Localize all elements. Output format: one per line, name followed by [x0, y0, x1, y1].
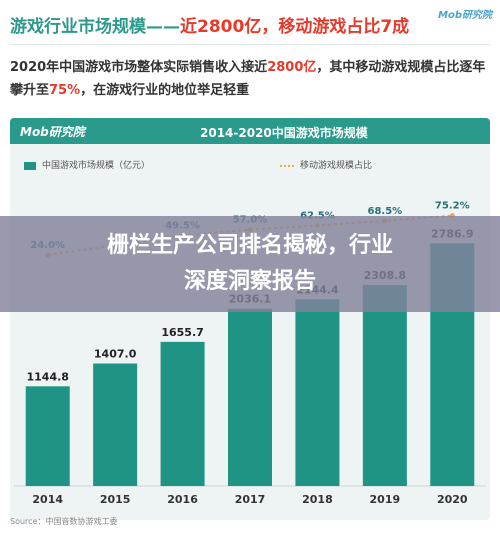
bar-2019 — [362, 284, 407, 486]
x-tick-2020: 2020 — [437, 493, 468, 506]
legend-line-swatch — [280, 164, 294, 167]
x-tick-2016: 2016 — [167, 493, 198, 506]
x-tick-2015: 2015 — [100, 493, 131, 506]
summary-d: 75% — [49, 83, 81, 98]
card-logo: Mob研究院 — [20, 125, 85, 139]
bar-2017 — [228, 308, 272, 486]
headline: 游戏行业市场规模——近2800亿，移动游戏占比7成 — [10, 12, 480, 37]
x-tick-2014: 2014 — [32, 493, 63, 506]
summary-a: 2020年中国游戏市场整体实际销售收入接近 — [10, 60, 268, 75]
headline-part2: 近2800亿 — [180, 17, 262, 37]
legend-bar-label: 中国游戏市场规模（亿元） — [42, 161, 151, 171]
legend-bar-swatch — [24, 161, 36, 170]
banner-line-2: 深度洞察报告 — [183, 269, 316, 294]
chart-card-header: Mob研究院 2014-2020中国游戏市场规模 — [10, 118, 490, 144]
source-note: Source：中国音数协游戏工委 — [10, 517, 118, 526]
headline-part3: ，移动游戏占比7成 — [261, 17, 410, 37]
headline-part1: 游戏行业市场规模 — [10, 17, 146, 37]
summary-text: 2020年中国游戏市场整体实际销售收入接近2800亿，其中移动游戏规模占比逐年攀… — [10, 56, 490, 102]
bar-value-label-2016: 1655.7 — [161, 326, 203, 339]
chart-plot: 1144.820141407.020151655.720162036.12017… — [14, 201, 486, 506]
chart-title: 2014-2020中国游戏市场规模 — [200, 126, 368, 140]
summary-c: ，其中移动游戏规模占比逐年攀升至 — [10, 60, 486, 98]
summary-b: 2800亿 — [267, 60, 317, 75]
x-tick-2017: 2017 — [235, 493, 266, 506]
bar-value-label-2014: 1144.8 — [26, 370, 68, 383]
x-tick-2019: 2019 — [370, 493, 401, 506]
x-tick-2018: 2018 — [302, 493, 333, 506]
legend-line-item: 移动游戏规模占比 — [280, 158, 372, 171]
title-banner: 栅栏生产公司排名揭秘，行业 深度洞察报告 — [0, 216, 500, 312]
bar-value-label-2015: 1407.0 — [94, 348, 137, 361]
summary-e: ，在游戏行业的地位举足轻重 — [80, 83, 250, 98]
bar-2016 — [160, 341, 205, 486]
divider — [10, 44, 490, 45]
share-label-2019: 68.5% — [368, 206, 403, 217]
bar-2014 — [25, 386, 70, 486]
chart-card: Mob研究院 2014-2020中国游戏市场规模 中国游戏市场规模（亿元） 移动… — [10, 118, 490, 520]
legend-line-label: 移动游戏规模占比 — [300, 161, 373, 171]
share-label-2020: 75.2% — [435, 201, 470, 212]
bar-2018 — [295, 299, 340, 486]
top-logo: Mob研究院 — [438, 10, 492, 21]
banner-text: 栅栏生产公司排名揭秘，行业 深度洞察报告 — [40, 228, 460, 300]
legend-bar-item: 中国游戏市场规模（亿元） — [24, 158, 150, 171]
share-label-2018: 62.5% — [300, 210, 335, 221]
bar-2015 — [93, 363, 138, 486]
banner-line-1: 栅栏生产公司排名揭秘，行业 — [106, 233, 393, 258]
headline-dash: —— — [146, 17, 180, 37]
